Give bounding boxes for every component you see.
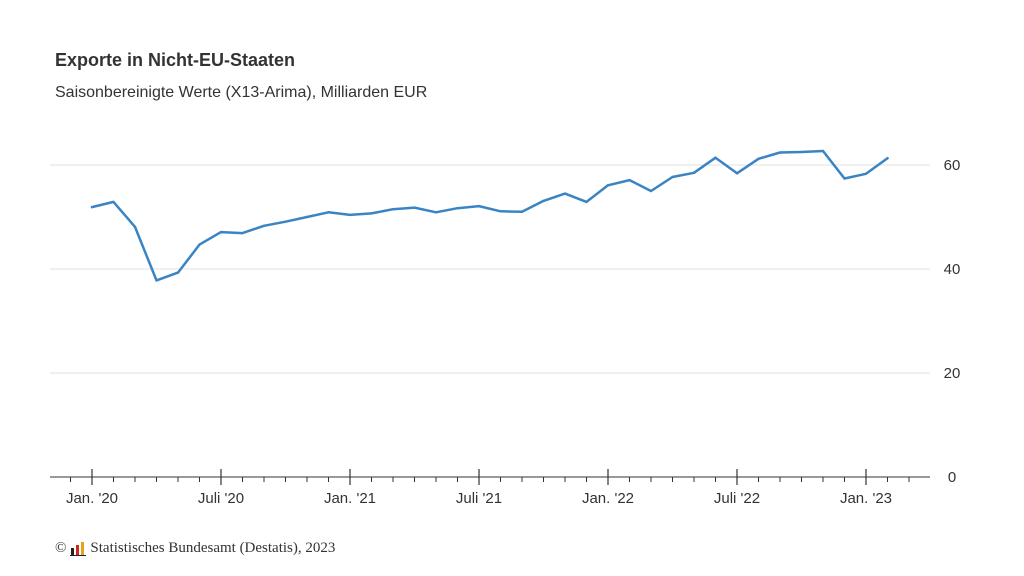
copyright-symbol: © [55, 540, 67, 556]
footer-source: © Statistisches Bundesamt (Destatis), 20… [55, 540, 335, 557]
x-tick-label: Jan. '23 [840, 490, 892, 507]
data-point[interactable] [456, 206, 459, 210]
y-axis: 0 20 40 60 [944, 157, 961, 486]
data-point[interactable] [821, 149, 825, 153]
data-point[interactable] [284, 220, 287, 223]
data-point[interactable] [413, 206, 416, 209]
data-point[interactable] [628, 178, 631, 182]
data-point[interactable] [757, 157, 760, 160]
data-point[interactable] [563, 192, 567, 195]
x-tick-label: Juli '21 [456, 490, 502, 507]
data-point[interactable] [155, 279, 158, 282]
data-point[interactable] [219, 230, 223, 234]
chart-title: Exporte in Nicht-EU-Staaten [55, 50, 296, 70]
data-point[interactable] [198, 243, 201, 246]
data-point[interactable] [391, 208, 395, 211]
data-point[interactable] [800, 150, 803, 154]
y-tick-label: 40 [944, 261, 961, 278]
data-point[interactable] [778, 151, 782, 154]
chart-subtitle: Saisonbereinigte Werte (X13-Arima), Mill… [55, 84, 428, 101]
x-tick-label: Juli '20 [198, 490, 244, 507]
data-point[interactable] [692, 171, 696, 174]
destatis-logo-icon [70, 541, 87, 556]
data-point[interactable] [499, 210, 502, 213]
x-tick-label: Jan. '21 [324, 490, 376, 507]
data-point[interactable] [735, 172, 739, 175]
x-tick-label: Jan. '22 [582, 490, 634, 507]
series-layer [90, 149, 889, 282]
data-point[interactable] [542, 199, 545, 203]
footer-text: Statistisches Bundesamt (Destatis), 2023 [90, 540, 336, 556]
data-point[interactable] [241, 231, 244, 235]
series-line [90, 149, 889, 282]
gridlines [50, 164, 930, 374]
data-point[interactable] [671, 175, 674, 179]
data-point[interactable] [585, 200, 588, 204]
data-point[interactable] [370, 212, 373, 215]
data-point[interactable] [90, 205, 94, 209]
data-point[interactable] [649, 189, 653, 193]
data-point[interactable] [864, 172, 868, 176]
data-point[interactable] [434, 211, 438, 214]
y-tick-label: 20 [944, 365, 961, 382]
x-tick-label: Jan. '20 [66, 490, 118, 507]
x-tick-label: Juli '22 [714, 490, 760, 507]
y-tick-label: 0 [948, 469, 956, 486]
data-point[interactable] [262, 224, 266, 228]
data-point[interactable] [520, 210, 524, 213]
data-point[interactable] [886, 157, 889, 160]
data-point[interactable] [327, 211, 330, 214]
data-point[interactable] [714, 156, 717, 159]
data-point[interactable] [305, 215, 309, 219]
data-point[interactable] [348, 213, 352, 217]
data-point[interactable] [112, 200, 115, 204]
data-point[interactable] [133, 225, 137, 229]
x-axis: Jan. '20 Juli '20 Jan. '21 Juli '21 Jan. '22… [50, 469, 930, 507]
data-point[interactable] [606, 184, 610, 187]
y-tick-label: 60 [944, 157, 961, 174]
data-point[interactable] [843, 177, 846, 180]
data-point[interactable] [176, 271, 180, 274]
data-point[interactable] [477, 204, 481, 208]
